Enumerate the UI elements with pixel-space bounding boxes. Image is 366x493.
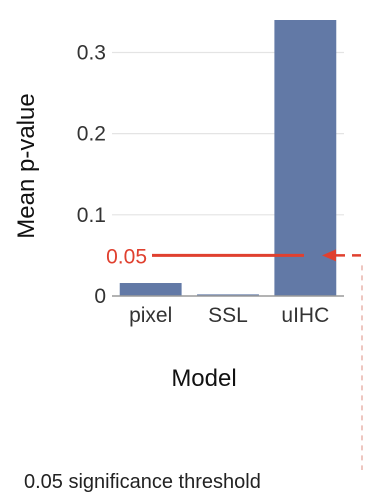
y-tick-label: 0.2	[77, 123, 106, 146]
y-axis-ticks: 0 0.1 0.2 0.3	[77, 41, 106, 308]
bar-pixel	[119, 283, 182, 296]
y-tick-label: 0.1	[77, 204, 106, 227]
y-tick-label: 0	[94, 285, 106, 308]
x-tick-label: SSL	[208, 304, 248, 327]
x-tick-label: pixel	[129, 304, 172, 327]
threshold-label: 0.05	[106, 245, 147, 268]
x-tick-label: uIHC	[281, 304, 329, 327]
threshold-arrow-icon	[322, 249, 336, 262]
y-axis-title: Mean p-value	[13, 93, 40, 238]
bar-ssl	[197, 294, 259, 296]
bars	[119, 20, 337, 296]
x-axis-title: Model	[171, 365, 236, 392]
x-axis-ticks: pixel SSL uIHC	[129, 304, 329, 327]
y-tick-label: 0.3	[77, 41, 106, 64]
threshold-marker: 0.05	[106, 245, 366, 470]
threshold-caption: 0.05 significance threshold	[24, 471, 261, 493]
bar-uihc	[274, 20, 337, 296]
